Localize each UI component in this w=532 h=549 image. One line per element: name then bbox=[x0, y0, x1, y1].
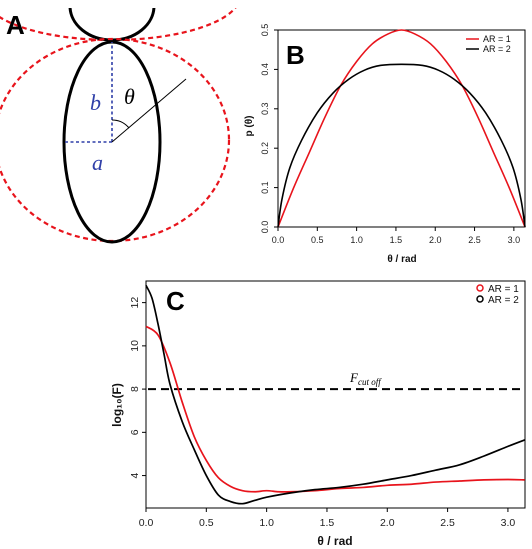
line-ar2-b bbox=[277, 63, 526, 228]
panel-letter-b: B bbox=[286, 40, 305, 70]
y-axis-c: 4 6 8 10 12 bbox=[129, 297, 146, 478]
y-tick-label-c: 10 bbox=[129, 340, 141, 352]
legend-label-ar1-c: AR = 1 bbox=[488, 284, 519, 295]
y-tick-label-b: 0.4 bbox=[260, 63, 270, 76]
x-tick-label-c: 0.5 bbox=[199, 517, 214, 529]
y-tick-label-c: 6 bbox=[129, 429, 141, 435]
y-axis-b: 0.0 0.1 0.2 0.3 0.4 0.5 bbox=[260, 24, 278, 234]
red-dashed-circle-top bbox=[0, 8, 237, 42]
x-tick-label-b: 2.5 bbox=[468, 235, 481, 245]
y-tick-label-b: 0.1 bbox=[260, 181, 270, 194]
label-a: a bbox=[92, 150, 103, 175]
panel-b: B 0.0 0.5 1.0 1.5 2.0 2.5 3.0 0.00.10.20.30.40… bbox=[244, 24, 526, 265]
line-ar1-b bbox=[277, 29, 526, 228]
line-ar2-c bbox=[145, 284, 526, 505]
cutoff-label-main: F bbox=[349, 370, 359, 385]
plot-frame-b bbox=[277, 29, 526, 228]
panel-a: A b θ a bbox=[0, 8, 237, 244]
theta-arc bbox=[111, 119, 130, 129]
y-tick-label-b: 0.0 bbox=[260, 221, 270, 234]
y-tick-label-c: 8 bbox=[129, 386, 141, 392]
x-tick-label-c: 1.0 bbox=[259, 517, 274, 529]
cutoff-label-sub: cut off bbox=[358, 377, 382, 387]
legend-c: AR = 1 AR = 2 bbox=[476, 284, 519, 306]
legend-label-ar2-b: AR = 2 bbox=[483, 44, 511, 54]
x-axis-c: 0.0 0.5 1.0 1.5 2.0 2.5 3.0 bbox=[139, 508, 516, 529]
y-axis-label-b: p (θ) bbox=[244, 116, 255, 137]
label-b: b bbox=[90, 90, 101, 115]
cutoff-label: Fcut off bbox=[349, 370, 382, 387]
legend-label-ar1-b: AR = 1 bbox=[483, 34, 511, 44]
legend-marker-ar2-c bbox=[476, 295, 484, 303]
x-tick-label-c: 0.0 bbox=[139, 517, 154, 529]
panel-c: C 0.0 0.5 1.0 1.5 2.0 2.5 3.0 4 6 8 10 12 Fcut off… bbox=[110, 280, 526, 548]
y-tick-label-b: 0.3 bbox=[260, 103, 270, 116]
x-tick-label-b: 3.0 bbox=[508, 235, 521, 245]
x-tick-label-b: 2.0 bbox=[429, 235, 442, 245]
x-tick-label-c: 2.5 bbox=[440, 517, 455, 529]
x-axis-label-b: θ / rad bbox=[387, 254, 416, 265]
radius-line bbox=[111, 78, 187, 143]
legend-b: AR = 1 AR = 2 bbox=[466, 34, 511, 54]
x-tick-label-b: 1.0 bbox=[350, 235, 363, 245]
y-tick-label-c: 12 bbox=[129, 297, 141, 309]
x-axis-b: 0.0 0.5 1.0 1.5 2.0 2.5 3.0 bbox=[272, 227, 520, 245]
panel-letter-a: A bbox=[6, 10, 25, 40]
series-c bbox=[145, 284, 526, 505]
legend-marker-ar1-c bbox=[476, 284, 484, 292]
x-tick-label-c: 3.0 bbox=[501, 517, 516, 529]
label-theta: θ bbox=[124, 84, 135, 109]
panel-letter-c: C bbox=[166, 286, 185, 316]
black-ellipse-top bbox=[68, 8, 156, 42]
y-axis-label-c: log₁₀(F) bbox=[110, 383, 124, 427]
y-tick-label-b: 0.2 bbox=[260, 142, 270, 155]
y-tick-label-c: 4 bbox=[129, 472, 141, 478]
legend-label-ar2-c: AR = 2 bbox=[488, 295, 519, 306]
x-tick-label-c: 2.0 bbox=[380, 517, 395, 529]
x-axis-label-c: θ / rad bbox=[317, 534, 352, 548]
y-tick-label-b: 0.5 bbox=[260, 24, 270, 37]
x-tick-label-b: 0.0 bbox=[272, 235, 285, 245]
line-ar1-c bbox=[145, 325, 525, 493]
plot-frame-c bbox=[145, 280, 526, 509]
x-tick-label-c: 1.5 bbox=[320, 517, 335, 529]
series-b bbox=[277, 29, 526, 228]
x-tick-label-b: 0.5 bbox=[311, 235, 324, 245]
x-tick-label-b: 1.5 bbox=[390, 235, 403, 245]
